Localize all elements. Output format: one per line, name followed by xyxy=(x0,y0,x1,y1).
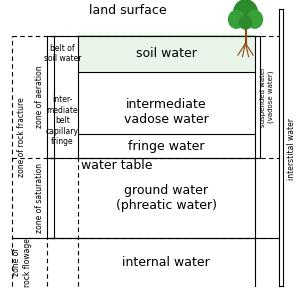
Text: inter-
mediate
belt
capillary
fringe: inter- mediate belt capillary fringe xyxy=(46,95,79,146)
Text: belt of
soil water: belt of soil water xyxy=(44,44,81,63)
Ellipse shape xyxy=(233,0,258,28)
Text: intermediate
vadose water: intermediate vadose water xyxy=(124,98,209,126)
Text: interstital water: interstital water xyxy=(287,118,296,180)
Text: zone of rock fracture: zone of rock fracture xyxy=(17,97,27,177)
Ellipse shape xyxy=(228,10,245,29)
Text: zone of
rock flowage: zone of rock flowage xyxy=(12,238,32,287)
Text: zone of aeration: zone of aeration xyxy=(34,66,44,128)
Ellipse shape xyxy=(246,10,263,29)
Text: fringe water: fringe water xyxy=(128,139,204,153)
Text: zone of saturation: zone of saturation xyxy=(34,163,44,233)
Text: suspended water
(vadose water): suspended water (vadose water) xyxy=(260,67,274,127)
Text: land surface: land surface xyxy=(89,4,167,17)
Text: internal water: internal water xyxy=(122,256,210,269)
Bar xyxy=(78,36,255,72)
Text: ground water
(phreatic water): ground water (phreatic water) xyxy=(116,184,217,212)
Text: soil water: soil water xyxy=(136,47,197,60)
Bar xyxy=(78,35,255,36)
Text: water table: water table xyxy=(81,159,152,172)
Ellipse shape xyxy=(239,15,252,30)
